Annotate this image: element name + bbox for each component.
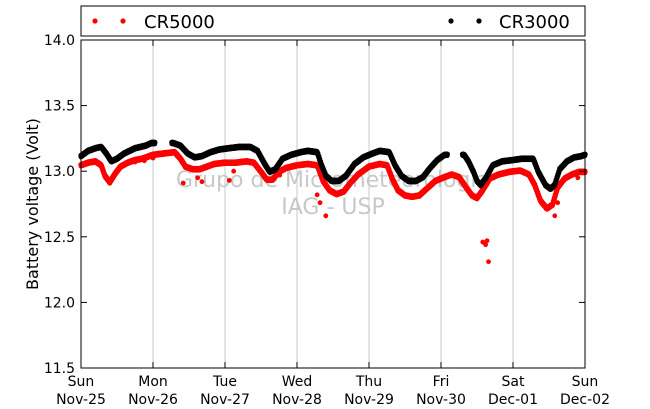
data-point-cr3000 [152,141,158,147]
y-tick-label: 12.5 [44,230,75,246]
legend-label-cr5000: CR5000 [144,12,215,33]
y-axis-title: Battery voltage (Volt) [23,118,42,290]
x-tick-label-date: Dec-02 [560,392,610,408]
data-point-cr5000-outlier [277,172,283,178]
legend-marker-cr5000 [120,18,126,24]
y-tick-label: 11.5 [44,361,75,377]
x-tick-label-date: Nov-29 [344,392,394,408]
x-tick-label-day: Wed [282,374,313,390]
legend-marker-cr3000 [448,18,454,24]
data-point-cr5000-outlier [150,155,156,161]
data-point-cr5000-outlier [484,238,490,244]
data-point-cr5000-outlier [555,200,561,206]
gridlines [152,40,514,368]
x-tick-label-date: Nov-30 [416,392,466,408]
data-point-cr5000-outlier [132,159,138,165]
series-cr5000 [78,148,588,265]
data-point-cr5000-outlier [323,213,329,219]
data-point-cr5000-outlier [226,177,232,183]
data-point-cr5000-outlier [195,175,201,181]
x-tick-label-day: Fri [433,374,450,390]
data-point-cr5000-outlier [141,158,147,164]
x-tick-label-day: Sun [68,374,95,390]
plot-frame [80,39,586,369]
legend-label-cr3000: CR3000 [499,12,570,33]
watermark-line-2: IAG - USP [281,195,384,220]
x-tick-label-day: Sat [502,374,525,390]
x-tick-label-day: Sun [572,374,599,390]
x-tick-label-day: Mon [138,374,168,390]
data-point-cr5000-outlier [314,192,320,198]
data-point-cr5000-outlier [575,175,581,181]
x-tick-label-date: Nov-26 [128,392,178,408]
data-point-cr5000-outlier [483,242,489,248]
legend-marker-cr3000 [476,18,482,24]
y-tick-label: 14.0 [44,33,75,49]
y-tick-label: 13.5 [44,99,75,115]
x-tick-label-date: Nov-27 [200,392,250,408]
x-tick-label-date: Nov-25 [56,392,106,408]
x-tick-label-date: Nov-28 [272,392,322,408]
series-cr3000 [78,139,588,192]
x-tick-label-date: Dec-01 [488,392,538,408]
data-point-cr3000-outlier [406,179,411,185]
data-series [78,139,588,265]
data-point-cr5000-outlier [231,168,237,174]
plot-area [81,40,585,368]
data-point-cr5000-outlier [486,259,491,265]
legend: CR5000 CR3000 [80,5,586,37]
y-tick-label: 12.0 [44,295,75,311]
data-point-cr5000-outlier [180,180,186,186]
x-tick-label-day: Thu [355,374,382,390]
data-point-cr5000-outlier [552,213,558,219]
data-point-cr5000-outlier [199,179,205,185]
data-point-cr3000 [444,153,450,159]
y-tick-label: 13.0 [44,164,75,180]
legend-frame [80,5,586,37]
legend-marker-cr5000 [92,18,98,24]
axis-ticks: Sun Nov-25 Mon Nov-26 Tue Nov-27 Wed Nov-28 Thu N… [44,33,610,408]
data-point-cr5000-outlier [317,200,323,206]
x-tick-label-day: Tue [212,374,237,390]
